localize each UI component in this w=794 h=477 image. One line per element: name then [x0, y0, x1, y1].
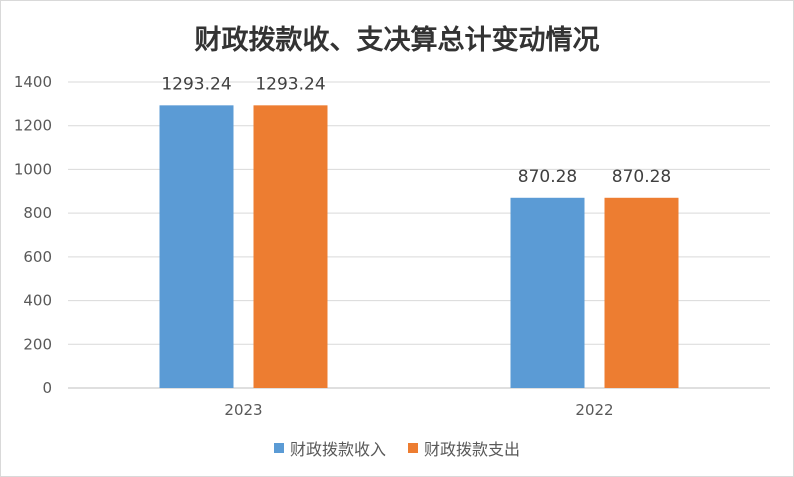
y-tick-label: 1400 [14, 73, 52, 91]
legend-item-income: 财政拨款收入 [273, 436, 386, 460]
y-tick-label: 800 [23, 204, 52, 222]
chart-title: 财政拨款收、支决算总计变动情况 [194, 25, 600, 56]
x-tick-label: 2022 [575, 401, 613, 419]
x-tick-label: 2023 [224, 401, 262, 419]
data-label: 1293.24 [255, 74, 325, 94]
y-tick-label: 1200 [14, 117, 52, 135]
y-tick-label: 200 [23, 335, 52, 353]
data-label: 870.28 [612, 167, 671, 187]
y-tick-label: 600 [23, 248, 52, 266]
bar [510, 197, 585, 388]
bar [159, 105, 234, 388]
legend: 财政拨款收入 财政拨款支出 [0, 436, 794, 460]
y-tick-label: 400 [23, 292, 52, 310]
legend-swatch-expense [408, 443, 418, 453]
y-tick-label: 0 [42, 379, 52, 397]
bar [604, 197, 679, 388]
legend-item-expense: 财政拨款支出 [408, 436, 520, 460]
legend-label-income: 财政拨款收入 [289, 440, 386, 459]
bar [253, 105, 328, 388]
legend-label-expense: 财政拨款支出 [424, 440, 521, 459]
data-label: 1293.24 [161, 74, 231, 94]
legend-swatch-income [273, 443, 284, 453]
data-label: 870.28 [518, 167, 577, 187]
y-tick-label: 1000 [14, 160, 52, 178]
